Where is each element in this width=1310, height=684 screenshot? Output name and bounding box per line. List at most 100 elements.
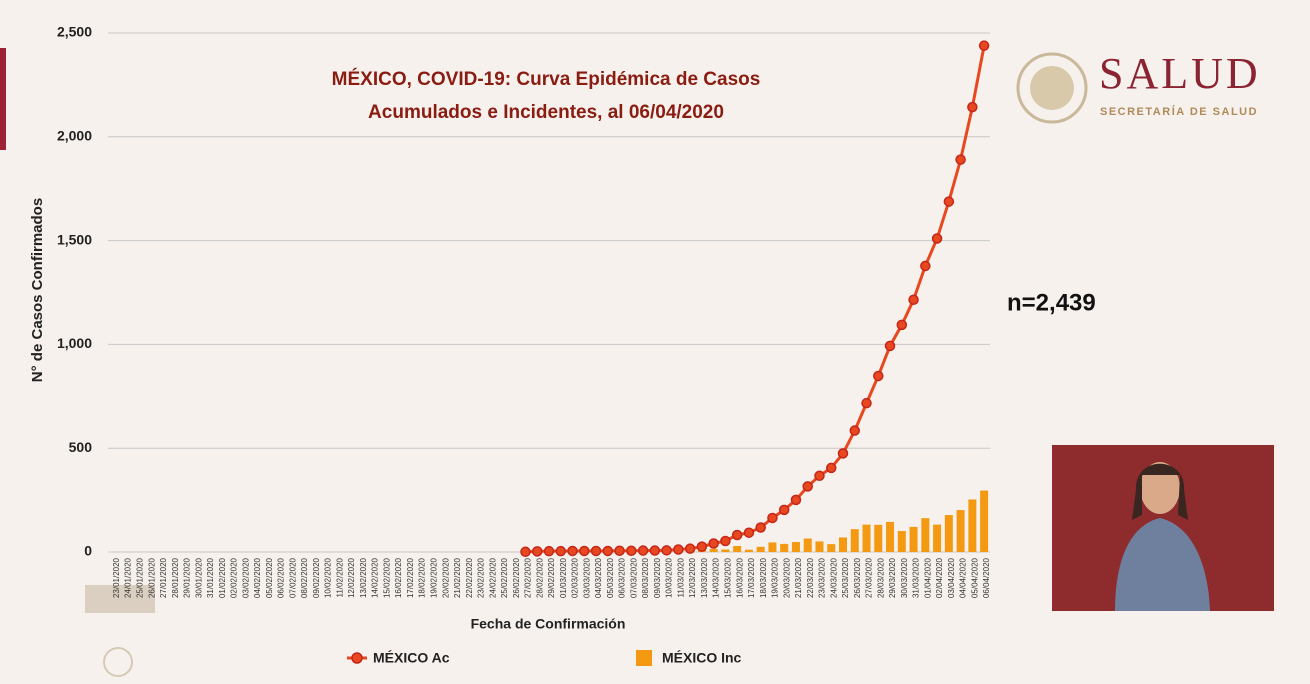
bottom-logo-mark [103, 647, 133, 677]
point [825, 462, 837, 474]
point [731, 529, 743, 541]
bar [744, 549, 753, 552]
x-tick-label: 04/04/2020 [959, 557, 968, 598]
x-tick-label: 31/01/2020 [206, 557, 215, 598]
x-tick-label: 09/02/2020 [312, 557, 321, 598]
x-tick-label: 26/02/2020 [512, 557, 521, 598]
point [967, 101, 978, 113]
x-tick-label: 07/02/2020 [288, 557, 297, 598]
x-tick-label: 27/01/2020 [159, 557, 168, 598]
x-tick-label: 03/02/2020 [241, 557, 250, 598]
x-tick-label: 14/02/2020 [371, 557, 380, 598]
point [696, 541, 708, 552]
x-tick-label: 24/02/2020 [488, 557, 497, 598]
x-tick-label: 13/02/2020 [359, 557, 368, 598]
point [684, 543, 696, 554]
x-tick-label: 06/03/2020 [618, 557, 627, 598]
point [755, 522, 766, 533]
y-axis-title: N° de Casos Confirmados [29, 198, 46, 382]
x-tick-label: 12/02/2020 [347, 557, 356, 598]
x-tick-label: 22/02/2020 [465, 557, 474, 598]
x-tick-label: 31/03/2020 [912, 557, 921, 598]
point [884, 340, 896, 352]
point [626, 545, 637, 557]
x-tick-label: 07/03/2020 [629, 557, 638, 598]
y-tick-label: 2,000 [57, 128, 92, 144]
x-tick-label: 01/04/2020 [923, 557, 932, 598]
bar [768, 542, 777, 552]
x-tick-label: 05/02/2020 [265, 557, 274, 598]
bar [886, 521, 895, 552]
bar [968, 499, 977, 552]
point [590, 545, 602, 557]
bar [980, 490, 989, 552]
chart-title: Acumulados e Incidentes, al 06/04/2020 [368, 102, 724, 123]
line [525, 45, 986, 554]
legend-label: MÉXICO Inc [662, 650, 742, 666]
x-tick-label: 13/03/2020 [700, 557, 709, 598]
x-tick-label: 04/02/2020 [253, 557, 262, 598]
x-tick-label: 10/03/2020 [665, 557, 674, 598]
x-tick-label: 27/02/2020 [524, 557, 533, 598]
x-tick-label: 18/03/2020 [759, 557, 768, 598]
bar [956, 510, 965, 552]
x-tick-label: 30/01/2020 [194, 557, 203, 598]
point [908, 294, 919, 306]
x-tick-label: 15/03/2020 [724, 557, 733, 598]
point [767, 512, 778, 524]
x-tick-label: 26/01/2020 [147, 557, 156, 598]
point [896, 319, 908, 331]
x-tick-label: 02/03/2020 [571, 557, 580, 598]
x-tick-label: 27/03/2020 [865, 557, 874, 598]
bottom-logo [85, 585, 155, 677]
bar [897, 531, 906, 552]
point [520, 546, 531, 558]
point [814, 470, 825, 482]
y-tick-label: 1,500 [57, 231, 92, 247]
x-tick-label: 02/04/2020 [935, 557, 944, 598]
interpreter-hair [1132, 463, 1188, 520]
point [931, 233, 943, 244]
point [955, 154, 966, 165]
legend-swatch [351, 652, 363, 664]
x-tick-label: 23/02/2020 [477, 557, 486, 598]
x-axis-title: Fecha de Confirmación [471, 616, 626, 632]
bar [791, 542, 800, 552]
bar [827, 544, 836, 552]
x-tick-label: 02/02/2020 [230, 557, 239, 598]
x-tick-label: 09/03/2020 [653, 557, 662, 598]
bar [721, 549, 730, 552]
x-tick-label: 25/02/2020 [500, 557, 509, 598]
point [673, 544, 684, 555]
bar [815, 541, 824, 552]
x-tick-label: 19/03/2020 [771, 557, 780, 598]
x-tick-label: 16/03/2020 [735, 557, 744, 598]
point [978, 40, 990, 51]
bar [944, 515, 953, 552]
bar [921, 518, 930, 552]
x-tick-label: 06/04/2020 [982, 557, 991, 598]
point [661, 545, 672, 556]
x-tick-label: 22/03/2020 [806, 557, 815, 598]
x-tick-label: 29/03/2020 [888, 557, 897, 598]
bar [909, 526, 918, 552]
x-tick-label: 08/02/2020 [300, 557, 309, 598]
bar [709, 548, 718, 552]
x-tick-label: 24/03/2020 [829, 557, 838, 598]
point [873, 370, 884, 382]
chart-title: MÉXICO, COVID-19: Curva Epidémica de Cas… [332, 68, 761, 90]
y-tick-label: 500 [69, 439, 93, 455]
x-tick-label: 03/04/2020 [947, 557, 956, 598]
x-tick-label: 28/02/2020 [535, 557, 544, 598]
y-tick-label: 1,000 [57, 335, 92, 351]
x-tick-label: 15/02/2020 [382, 557, 391, 598]
x-tick-label: 17/02/2020 [406, 557, 415, 598]
x-tick-label: 30/03/2020 [900, 557, 909, 598]
point [614, 545, 625, 557]
point [849, 425, 861, 436]
x-tick-label: 08/03/2020 [641, 557, 650, 598]
x-tick-label: 06/02/2020 [277, 557, 286, 598]
bar [756, 546, 765, 552]
point [943, 196, 955, 207]
x-tick-label: 29/01/2020 [183, 557, 192, 598]
